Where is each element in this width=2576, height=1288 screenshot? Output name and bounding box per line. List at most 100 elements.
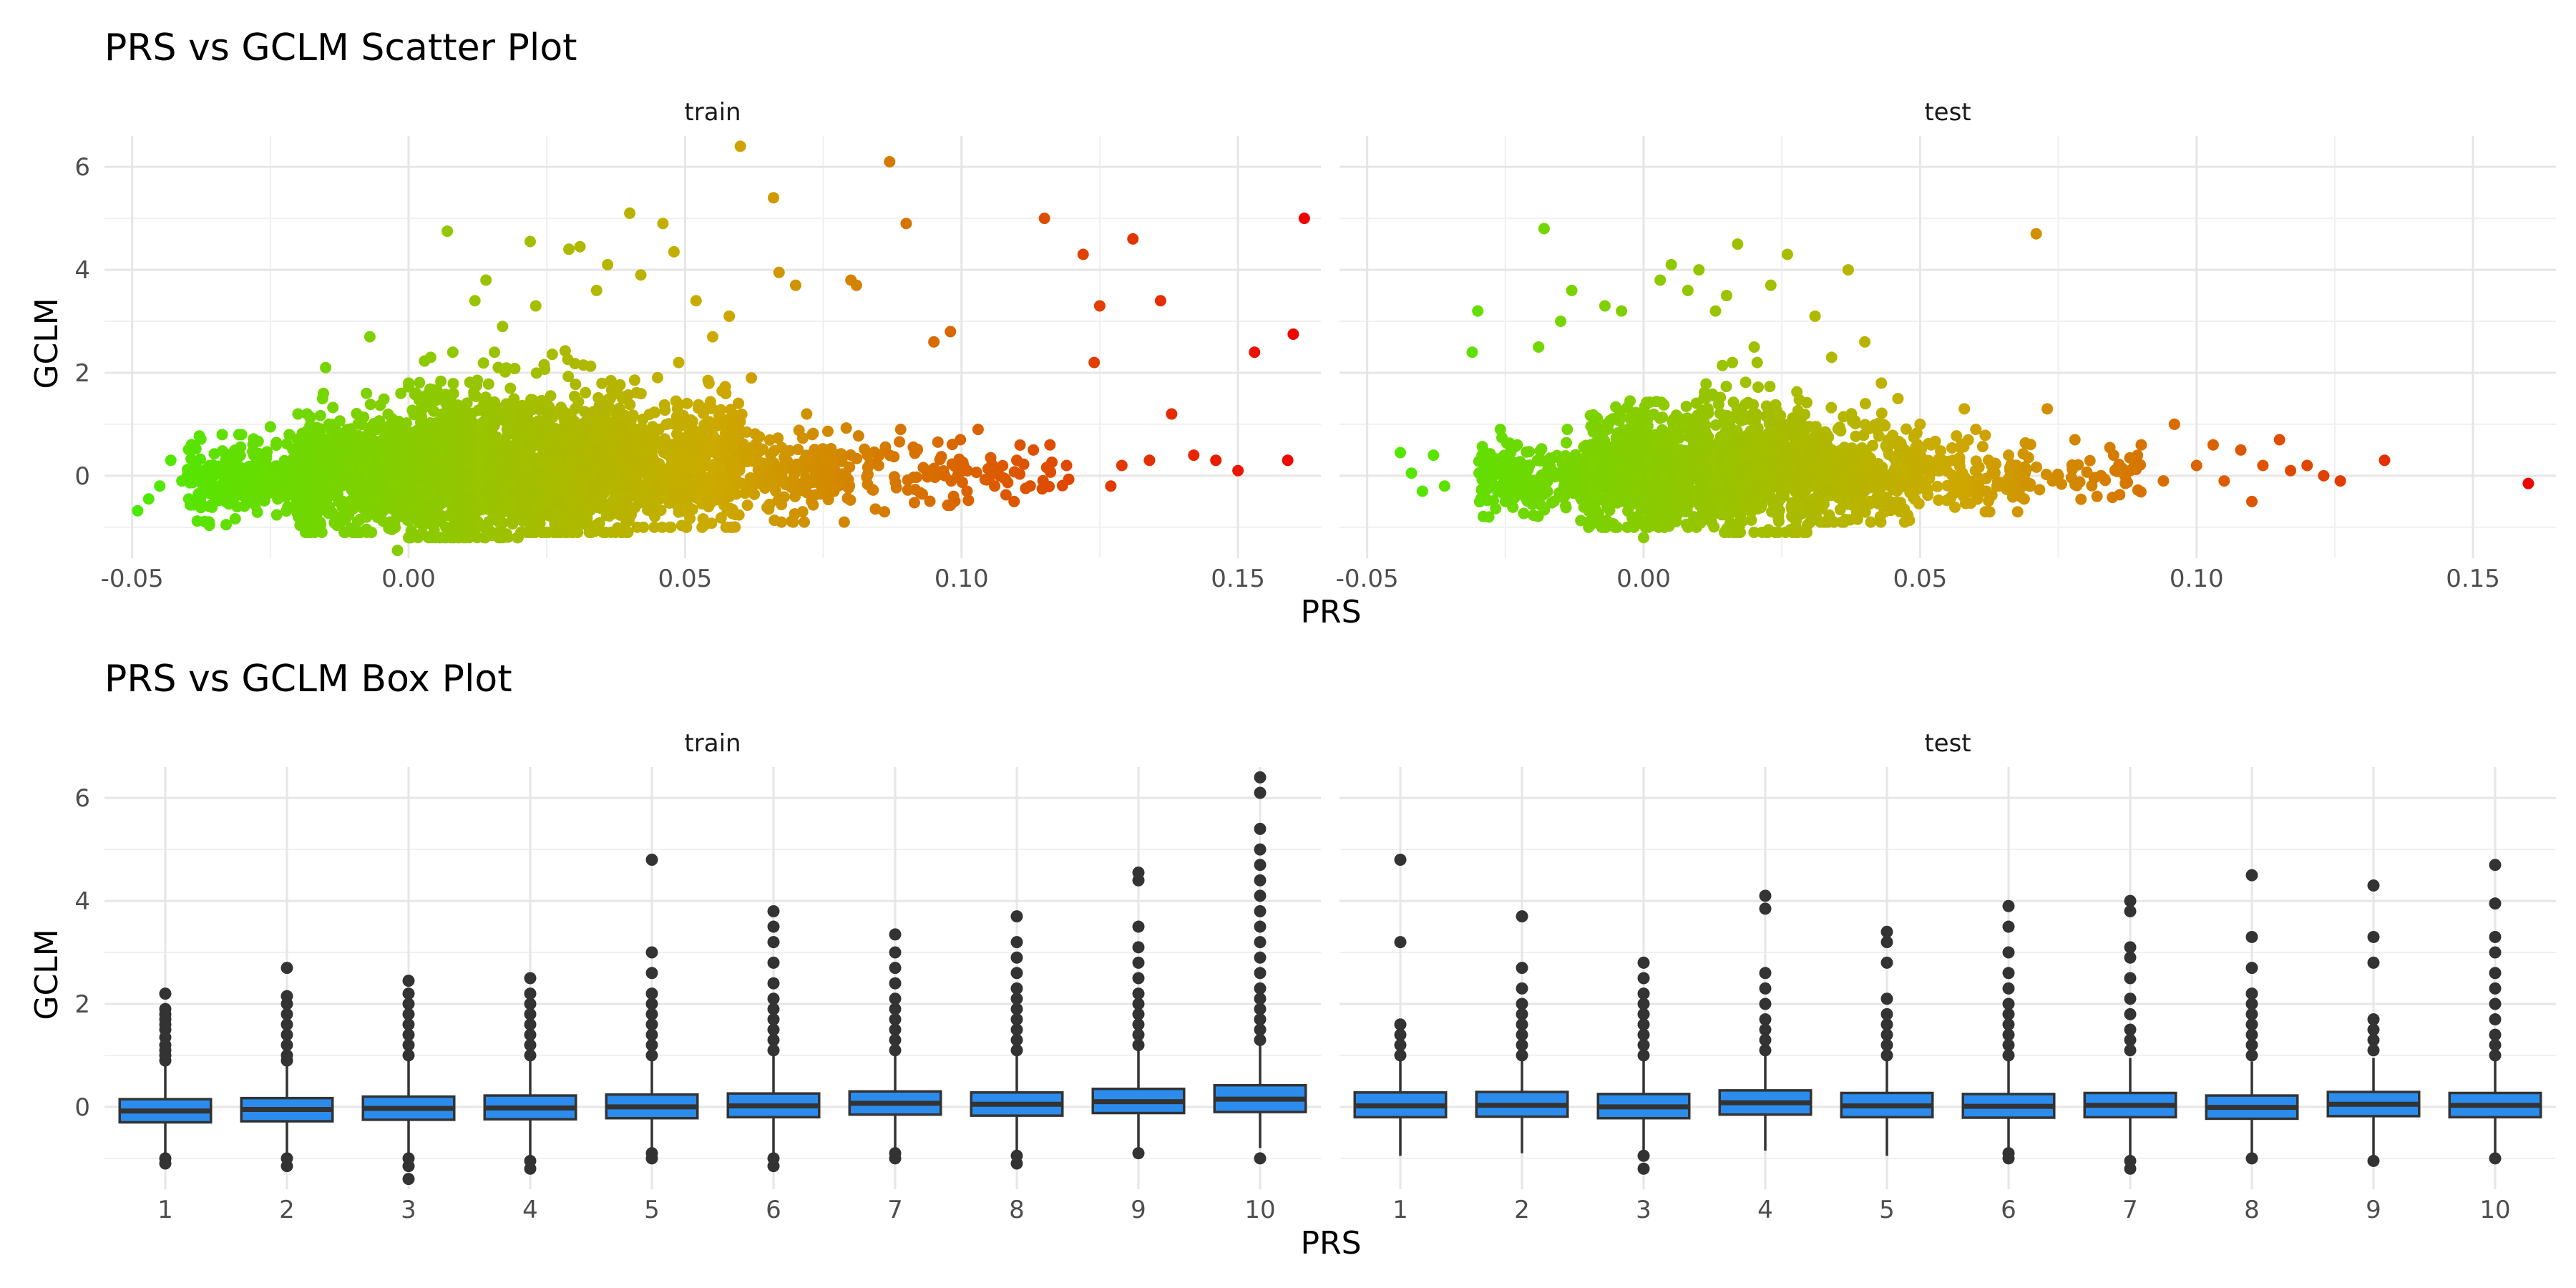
scatter-point [363,439,375,452]
scatter-point [1561,424,1574,436]
scatter-point [1559,450,1571,462]
scatter-point [894,436,906,448]
scatter-strip-train: train [684,98,741,127]
scatter-point [1558,480,1570,492]
scatter-point [260,483,273,495]
scatter-point [542,509,555,521]
scatter-point [1560,499,1572,512]
scatter-point [142,493,155,505]
scatter-point [403,488,415,500]
scatter-point [1044,439,1056,451]
scatter-point [516,412,528,424]
scatter-point [788,469,800,481]
scatter-point [624,207,636,219]
scatter-point [514,527,527,539]
scatter-point [472,426,484,438]
scatter-point [1518,507,1530,519]
scatter-point [443,481,455,493]
scatter-point [1040,462,1053,474]
scatter-point [726,521,738,533]
scatter-point [665,445,678,457]
scatter-point [566,527,578,539]
scatter-point [563,243,575,255]
scatter-point [1116,459,1128,472]
scatter-point [809,489,821,501]
scatter-point [469,482,481,494]
scatter-point [851,452,863,464]
scatter-point [1658,399,1670,411]
scatter-point [660,419,673,431]
x-tick-label: 0.00 [381,565,436,593]
scatter-point [329,429,341,441]
scatter-point [686,437,698,449]
scatter-point [630,471,643,483]
scatter-point [735,426,747,438]
scatter-point [1748,475,1760,487]
scatter-point [545,435,557,447]
scatter-point [671,403,683,415]
scatter-point [610,429,623,441]
scatter-point [275,487,288,499]
scatter-point [320,361,332,374]
scatter-point [763,503,775,515]
scatter-point [1605,497,1617,509]
scatter-point [867,484,879,496]
scatter-point [1654,458,1666,470]
scatter-point [1143,454,1156,467]
scatter-point [1088,356,1101,369]
scatter-point [956,477,968,489]
scatter-point [410,459,422,472]
scatter-point [331,519,343,532]
scatter-point [1210,454,1222,467]
scatter-point [577,517,590,530]
scatter-point [1732,517,1744,530]
scatter-point [346,484,358,496]
scatter-point [482,378,494,390]
scatter-point [934,454,946,466]
scatter-point [650,479,663,492]
scatter-point [1787,430,1799,442]
scatter-point [203,487,215,499]
scatter-point [806,429,819,441]
scatter-point [595,441,608,454]
scatter-point [540,527,552,539]
scatter-point [258,453,270,465]
scatter-point [1028,444,1040,456]
scatter-point [769,485,781,497]
scatter-point [765,477,777,489]
scatter-point [371,495,383,507]
scatter-point [447,378,459,390]
scatter-point [1569,452,1581,464]
scatter-point [338,444,351,456]
scatter-point [182,493,195,505]
scatter-point [525,439,537,452]
scatter-point [593,424,605,436]
scatter-point [165,454,177,467]
scatter-point [837,468,849,480]
scatter-point [733,397,745,409]
x-tick-label: 0.10 [935,565,989,593]
scatter-point [924,495,936,507]
scatter-point [1606,474,1619,487]
scatter-point [533,404,545,416]
scatter-point [672,421,684,433]
scatter-point [421,517,434,530]
scatter-point [562,431,574,443]
scatter-point [231,501,243,513]
scatter-point [686,503,698,515]
scatter-point [539,363,551,375]
scatter-point [681,397,693,409]
scatter-point [1560,436,1572,449]
scatter-point [946,458,958,470]
scatter-point [304,411,316,424]
scatter-point [485,439,497,451]
scatter-point [333,415,346,427]
scatter-point [539,497,551,509]
scatter-point [419,440,431,452]
scatter-point [562,371,575,383]
scatter-point [283,470,295,482]
scatter-point [1000,489,1012,501]
scatter-point [1650,437,1662,449]
scatter-point [497,321,509,333]
